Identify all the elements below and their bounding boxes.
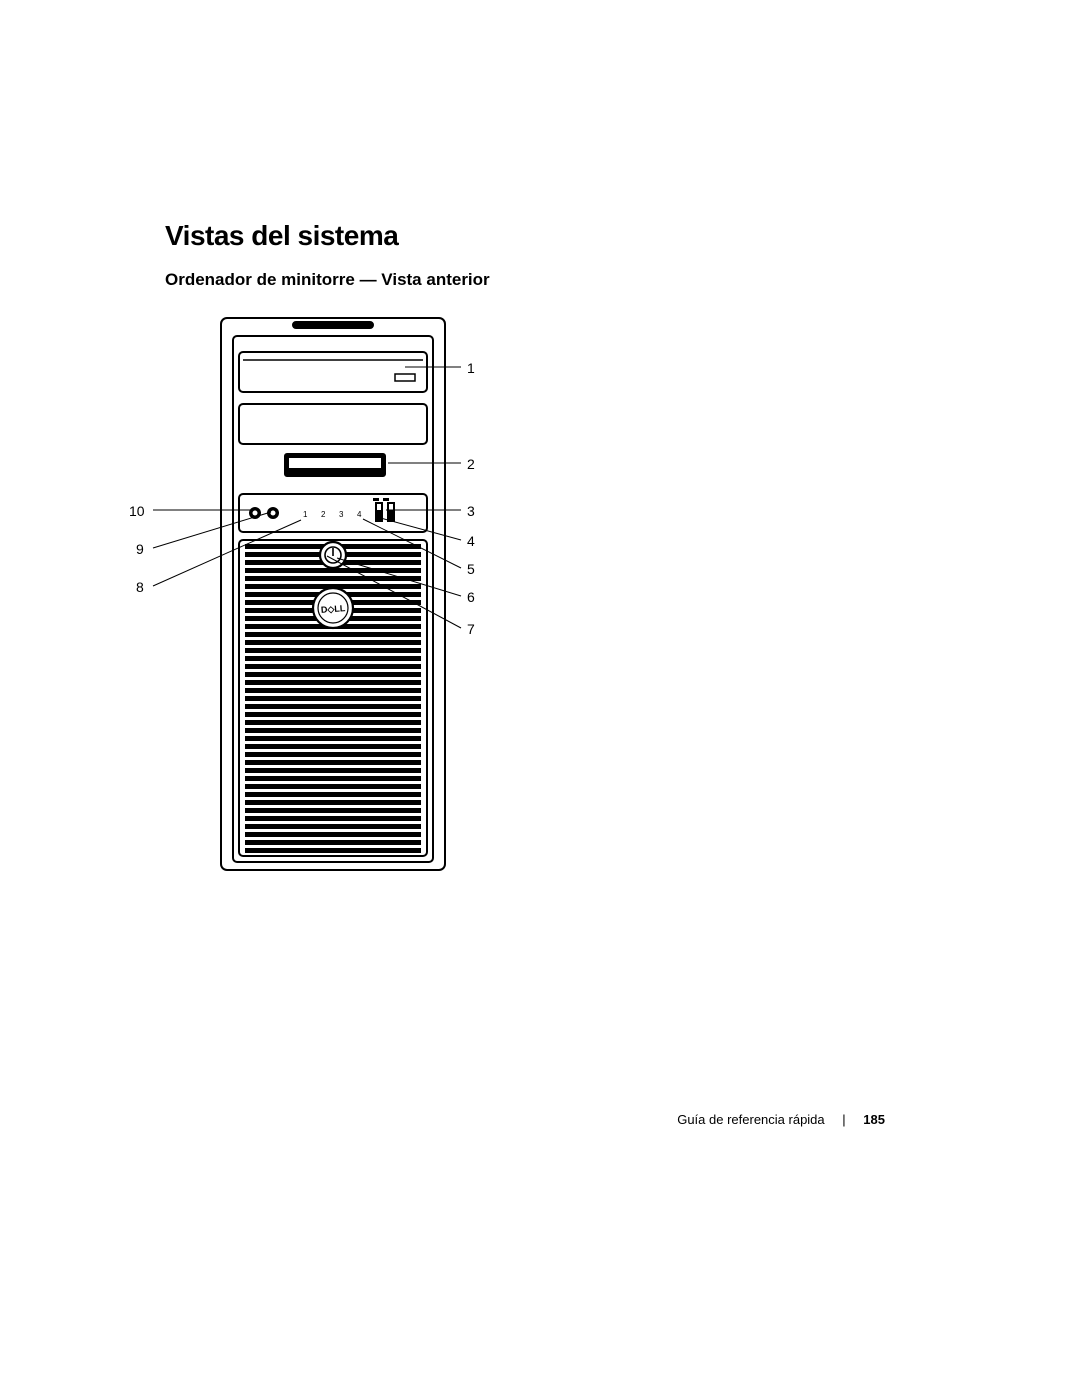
callout-5: 5 [467,561,475,577]
callout-4: 4 [467,533,475,549]
footer-separator: | [842,1112,845,1127]
section-heading: Vistas del sistema [165,220,925,252]
callout-3: 3 [467,503,475,519]
page-footer: Guía de referencia rápida | 185 [677,1112,885,1127]
callout-1: 1 [467,360,475,376]
callout-2: 2 [467,456,475,472]
svg-text:2: 2 [321,510,326,519]
callout-8: 8 [136,579,144,595]
footer-text: Guía de referencia rápida [677,1112,824,1127]
callout-9: 9 [136,541,144,557]
callout-7: 7 [467,621,475,637]
svg-text:3: 3 [339,510,344,519]
system-diagram: 1 2 3 4 [125,312,625,872]
page-content: Vistas del sistema Ordenador de minitorr… [165,220,925,872]
callout-10: 10 [129,503,145,519]
svg-text:1: 1 [303,510,308,519]
section-subheading: Ordenador de minitorre — Vista anterior [165,270,925,290]
svg-text:4: 4 [357,510,362,519]
footer-page-number: 185 [863,1112,885,1127]
svg-text:D◇LL: D◇LL [321,603,347,615]
callout-6: 6 [467,589,475,605]
tower-illustration: 1 2 3 4 [125,312,625,872]
